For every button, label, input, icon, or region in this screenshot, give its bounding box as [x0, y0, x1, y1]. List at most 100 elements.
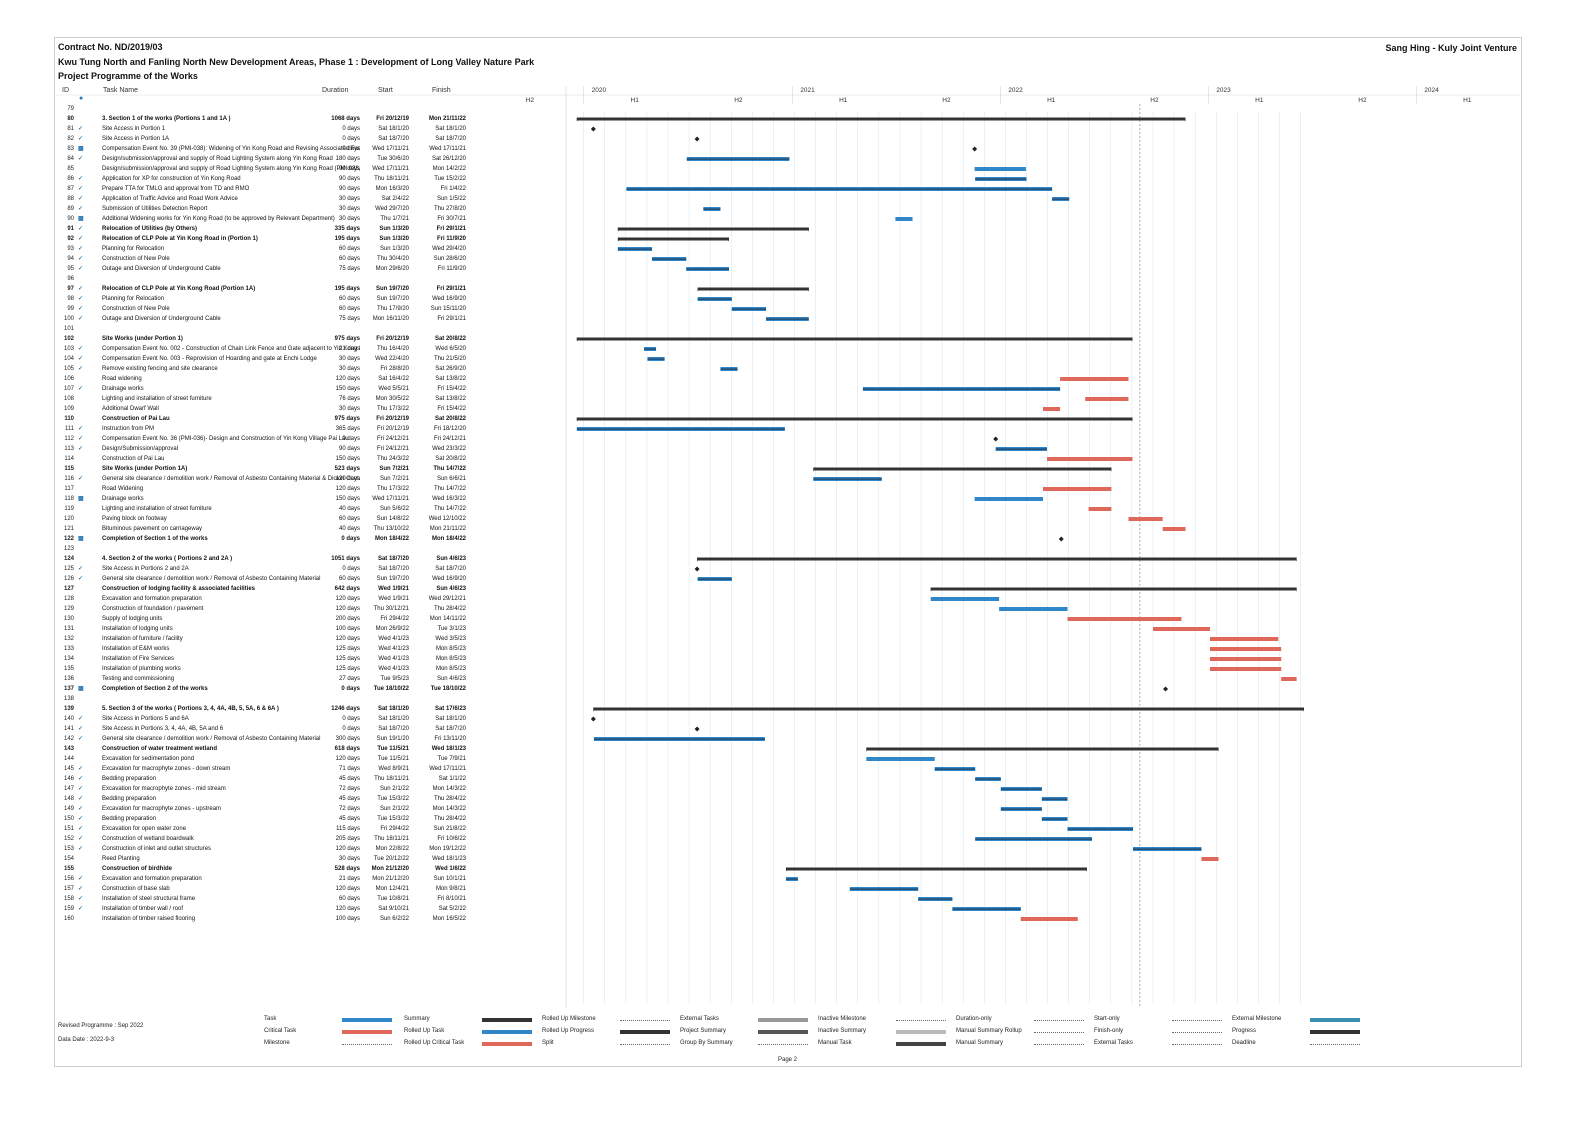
- table-row[interactable]: 159 ✓ Installation of timber wall / roof 12…: [56, 904, 566, 914]
- table-row[interactable]: 95 ✓ Outage and Diversion of Underground C…: [56, 264, 566, 274]
- task-finish: Thu 28/4/22: [433, 606, 466, 612]
- table-row[interactable]: 92 ✓ Relocation of CLP Pole at Yin Kong Ro…: [56, 234, 566, 244]
- table-row[interactable]: 84 ✓ Design/submission/approval and supply…: [56, 154, 566, 164]
- table-row[interactable]: 124 4. Section 2 of the works ( Portions …: [56, 554, 566, 564]
- table-row[interactable]: 141 ✓ Site Access in Portions 3, 4, 4A, 4B…: [56, 724, 566, 734]
- task-finish: Sat 18/7/20: [435, 726, 466, 732]
- table-row[interactable]: 96: [56, 274, 566, 284]
- table-row[interactable]: 136 Testing and commissioning 27 days Tue 9…: [56, 674, 566, 684]
- table-row[interactable]: 142 ✓ General site clearance / demolition …: [56, 734, 566, 744]
- table-row[interactable]: 130 Supply of lodging units 200 days Fri 29…: [56, 614, 566, 624]
- table-row[interactable]: 140 ✓ Site Access in Portions 5 and 6A 0 da…: [56, 714, 566, 724]
- table-row[interactable]: 122 ▦ Completion of Section 1 of the works…: [56, 534, 566, 544]
- table-row[interactable]: 109 Additional Dwarf Wall 30 days Thu 17/3/…: [56, 404, 566, 414]
- table-row[interactable]: 156 ✓ Excavation and formation preparation…: [56, 874, 566, 884]
- table-row[interactable]: 129 Construction of foundation / pavement…: [56, 604, 566, 614]
- summary-end-cap: [1293, 557, 1297, 562]
- table-row[interactable]: 138: [56, 694, 566, 704]
- table-row[interactable]: 157 ✓ Construction of base slab 120 days Mon…: [56, 884, 566, 894]
- table-row[interactable]: 101: [56, 324, 566, 334]
- task-duration: 76 days: [338, 396, 360, 402]
- table-row[interactable]: 99 ✓ Construction of New Pole 60 days Thu 17…: [56, 304, 566, 314]
- task-finish: Wed 17/11/21: [429, 766, 466, 772]
- table-row[interactable]: 158 ✓ Installation of steel structural fra…: [56, 894, 566, 904]
- table-row[interactable]: 120 Paving block on footway 60 days Sun 14/…: [56, 514, 566, 524]
- table-row[interactable]: 144 Excavation for sedimentation pond 120 …: [56, 754, 566, 764]
- task-start: Wed 8/9/21: [378, 766, 409, 772]
- table-row[interactable]: 160 Installation of timber raised floorin…: [56, 914, 566, 924]
- table-row[interactable]: 113 ✓ Design/Submission/approval 90 days Fri…: [56, 444, 566, 454]
- table-row[interactable]: 127 Construction of lodging facility & as…: [56, 584, 566, 594]
- table-row[interactable]: 86 ✓ Application for XP for construction o…: [56, 174, 566, 184]
- table-row[interactable]: 98 ✓ Planning for Relocation 60 days Sun 19/…: [56, 294, 566, 304]
- table-row[interactable]: 88 ✓ Application of Traffic Advice and Roa…: [56, 194, 566, 204]
- table-row[interactable]: 104 ✓ Compensation Event No. 003 - Reprovi…: [56, 354, 566, 364]
- table-row[interactable]: 82 ✓ Site Access in Portion 1A 0 days Sat 18…: [56, 134, 566, 144]
- table-row[interactable]: 108 Lighting and installation of street f…: [56, 394, 566, 404]
- table-row[interactable]: 111 ✓ Instruction from PM 365 days Fri 20/12…: [56, 424, 566, 434]
- table-row[interactable]: 148 ✓ Bedding preparation 45 days Tue 15/3/2…: [56, 794, 566, 804]
- task-name: Design/Submission/approval: [102, 446, 179, 452]
- table-row[interactable]: 131 Installation of lodging units 100 days…: [56, 624, 566, 634]
- table-row[interactable]: 89 ✓ Submission of Utilities Detection Rep…: [56, 204, 566, 214]
- table-row[interactable]: 143 Construction of water treatment wetla…: [56, 744, 566, 754]
- table-row[interactable]: 93 ✓ Planning for Relocation 60 days Sun 1/3…: [56, 244, 566, 254]
- table-row[interactable]: 134 Installation of Fire Services 125 days…: [56, 654, 566, 664]
- table-row[interactable]: 125 ✓ Site Access in Portions 2 and 2A 0 da…: [56, 564, 566, 574]
- table-row[interactable]: 100 ✓ Outage and Diversion of Underground …: [56, 314, 566, 324]
- table-row[interactable]: 91 ✓ Relocation of Utilities (by Others) 33…: [56, 224, 566, 234]
- legend: Task Critical Task Milestone Summary Rolled …: [54, 1012, 1522, 1054]
- table-row[interactable]: 118 ▦ Drainage works 150 days Wed 17/11/21 We…: [56, 494, 566, 504]
- table-row[interactable]: 79: [56, 104, 566, 114]
- legend-item: Task: [264, 1016, 277, 1022]
- table-row[interactable]: 103 ✓ Compensation Event No. 002 - Constru…: [56, 344, 566, 354]
- task-id: 123: [63, 546, 74, 552]
- table-row[interactable]: 135 Installation of plumbing works 125 day…: [56, 664, 566, 674]
- table-row[interactable]: 119 Lighting and installation of street f…: [56, 504, 566, 514]
- table-row[interactable]: 123: [56, 544, 566, 554]
- table-row[interactable]: 146 ✓ Bedding preparation 45 days Thu 18/11/…: [56, 774, 566, 784]
- table-row[interactable]: 94 ✓ Construction of New Pole 60 days Thu 30…: [56, 254, 566, 264]
- table-row[interactable]: 149 ✓ Excavation for macrophyte zones - up…: [56, 804, 566, 814]
- table-row[interactable]: 139 5. Section 3 of the works ( Portions …: [56, 704, 566, 714]
- table-row[interactable]: 105 ✓ Remove existing fencing and site cle…: [56, 364, 566, 374]
- table-row[interactable]: 87 ✓ Prepare TTA for TMLG and approval fro…: [56, 184, 566, 194]
- task-id: 152: [63, 836, 74, 842]
- table-row[interactable]: 97 ✓ Relocation of CLP Pole at Yin Kong Ro…: [56, 284, 566, 294]
- table-row[interactable]: 110 Construction of Pai Lau 975 days Fri 20…: [56, 414, 566, 424]
- table-row[interactable]: 102 Site Works (under Portion 1) 975 days F…: [56, 334, 566, 344]
- table-row[interactable]: 126 ✓ General site clearance / demolition …: [56, 574, 566, 584]
- table-row[interactable]: 150 ✓ Bedding preparation 45 days Tue 15/3/2…: [56, 814, 566, 824]
- table-row[interactable]: 106 Road widening 120 days Sat 16/4/22 Sat 1…: [56, 374, 566, 384]
- table-row[interactable]: 121 Bituminous pavement on carriageway 40 …: [56, 524, 566, 534]
- table-row[interactable]: 154 Reed Planting 30 days Tue 20/12/22 Wed 1…: [56, 854, 566, 864]
- task-finish: Sun 28/6/20: [433, 256, 466, 262]
- table-row[interactable]: 152 ✓ Construction of wetland boardwalk 205…: [56, 834, 566, 844]
- task-finish: Sat 18/7/20: [435, 566, 466, 572]
- table-row[interactable]: 115 Site Works (under Portion 1A) 523 days…: [56, 464, 566, 474]
- table-row[interactable]: 117 Road Widening 120 days Thu 17/3/22 Thu 1…: [56, 484, 566, 494]
- table-row[interactable]: 83 ▦ Compensation Event No. 39 (PMI-038): …: [56, 144, 566, 154]
- table-row[interactable]: 132 Installation of furniture / facility 1…: [56, 634, 566, 644]
- table-row[interactable]: 128 Excavation and formation preparation 1…: [56, 594, 566, 604]
- table-row[interactable]: 155 Construction of birdhide 528 days Mon 2…: [56, 864, 566, 874]
- task-name: Site Access in Portion 1A: [102, 136, 170, 142]
- task-id: 160: [63, 916, 74, 922]
- table-row[interactable]: 116 ✓ General site clearance / demolition …: [56, 474, 566, 484]
- table-row[interactable]: 112 ✓ Compensation Event No. 36 (PMI-036)-…: [56, 434, 566, 444]
- table-row[interactable]: 90 ▦ Additional Widening works for Yin Kon…: [56, 214, 566, 224]
- table-row[interactable]: 145 ✓ Excavation for macrophyte zones - do…: [56, 764, 566, 774]
- table-row[interactable]: 151 ✓ Excavation for open water zone 115 da…: [56, 824, 566, 834]
- table-row[interactable]: 85 Design/submission/approval and supply …: [56, 164, 566, 174]
- table-row[interactable]: 137 ▦ Completion of Section 2 of the works…: [56, 684, 566, 694]
- task-finish: Wed 23/3/22: [432, 446, 466, 452]
- table-row[interactable]: 114 Construction of Pai Lau 150 days Thu 24…: [56, 454, 566, 464]
- year-label: 2023: [1216, 87, 1231, 94]
- table-row[interactable]: 107 ✓ Drainage works 150 days Wed 5/5/21 Fri …: [56, 384, 566, 394]
- table-row[interactable]: 147 ✓ Excavation for macrophyte zones - mi…: [56, 784, 566, 794]
- table-row[interactable]: 153 ✓ Construction of inlet and outlet str…: [56, 844, 566, 854]
- table-row[interactable]: 133 Installation of E&M works 125 days Wed …: [56, 644, 566, 654]
- table-row[interactable]: 80 3. Section 1 of the works (Portions 1 …: [56, 114, 566, 124]
- table-row[interactable]: 81 ✓ Site Access in Portion 1 0 days Sat 18/…: [56, 124, 566, 134]
